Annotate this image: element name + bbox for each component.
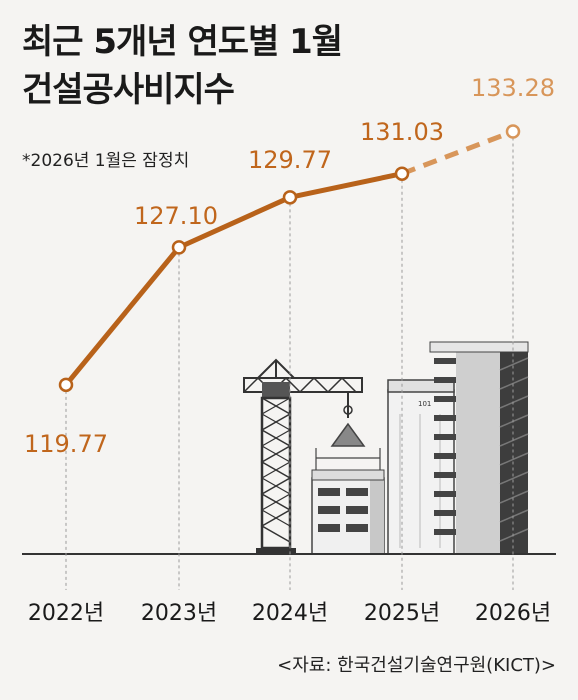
x-tick-label-1: 2023년 — [141, 601, 217, 626]
x-tick-label-2: 2024년 — [252, 601, 328, 626]
title-line-2: 건설공사비지수 — [22, 70, 235, 110]
series-segment-2 — [287, 171, 405, 200]
source-note: <자료: 한국건설기술연구원(KICT)> — [277, 655, 556, 676]
value-label-0: 119.77 — [24, 430, 108, 458]
series-segment-1 — [176, 194, 293, 250]
small-building-illustration — [311, 448, 385, 555]
data-point-0 — [58, 377, 74, 393]
tower-window — [434, 510, 456, 516]
chart-title: 최근 5개년 연도별 1월 건설공사비지수 — [22, 18, 343, 114]
data-point-3 — [394, 166, 410, 181]
estimate-note: *2026년 1월은 잠정치 — [22, 151, 190, 171]
x-tick-label-4: 2026년 — [475, 601, 551, 626]
tower-window — [434, 358, 456, 364]
tower-window — [434, 453, 456, 459]
tower-brace — [499, 509, 529, 523]
tower-brace — [499, 528, 529, 542]
tower-window — [434, 434, 456, 440]
value-label-4: 133.28 — [471, 74, 555, 102]
title-line-1: 최근 5개년 연도별 1월 — [22, 22, 343, 62]
value-label-2: 129.77 — [248, 146, 332, 174]
tower-brace — [499, 395, 529, 409]
value-label-3: 131.03 — [360, 118, 444, 146]
building-sign: 101 — [418, 400, 431, 408]
tower-window — [434, 396, 456, 402]
tall-building-illustration: 101 — [387, 341, 529, 555]
tower-brace — [499, 357, 529, 371]
series-segment-0 — [63, 244, 182, 388]
tower-window — [434, 491, 456, 497]
construction-illustration: 101 — [243, 341, 529, 555]
tower-brace — [499, 490, 529, 504]
tower-brace — [499, 414, 529, 428]
x-tick-label-3: 2025년 — [364, 601, 440, 626]
tower-window — [434, 415, 456, 421]
tower-brace — [499, 452, 529, 466]
tower-brace — [499, 471, 529, 485]
x-tick-label-0: 2022년 — [28, 601, 104, 626]
estimate-segment-3 — [401, 129, 514, 177]
data-point-1 — [171, 240, 187, 255]
tower-window — [434, 529, 456, 535]
data-point-4 — [505, 124, 521, 139]
tower-window — [434, 472, 456, 478]
data-point-2 — [282, 190, 298, 205]
tower-window — [434, 377, 456, 383]
value-label-1: 127.10 — [134, 202, 218, 230]
tower-brace — [499, 433, 529, 447]
tower-brace — [499, 376, 529, 390]
